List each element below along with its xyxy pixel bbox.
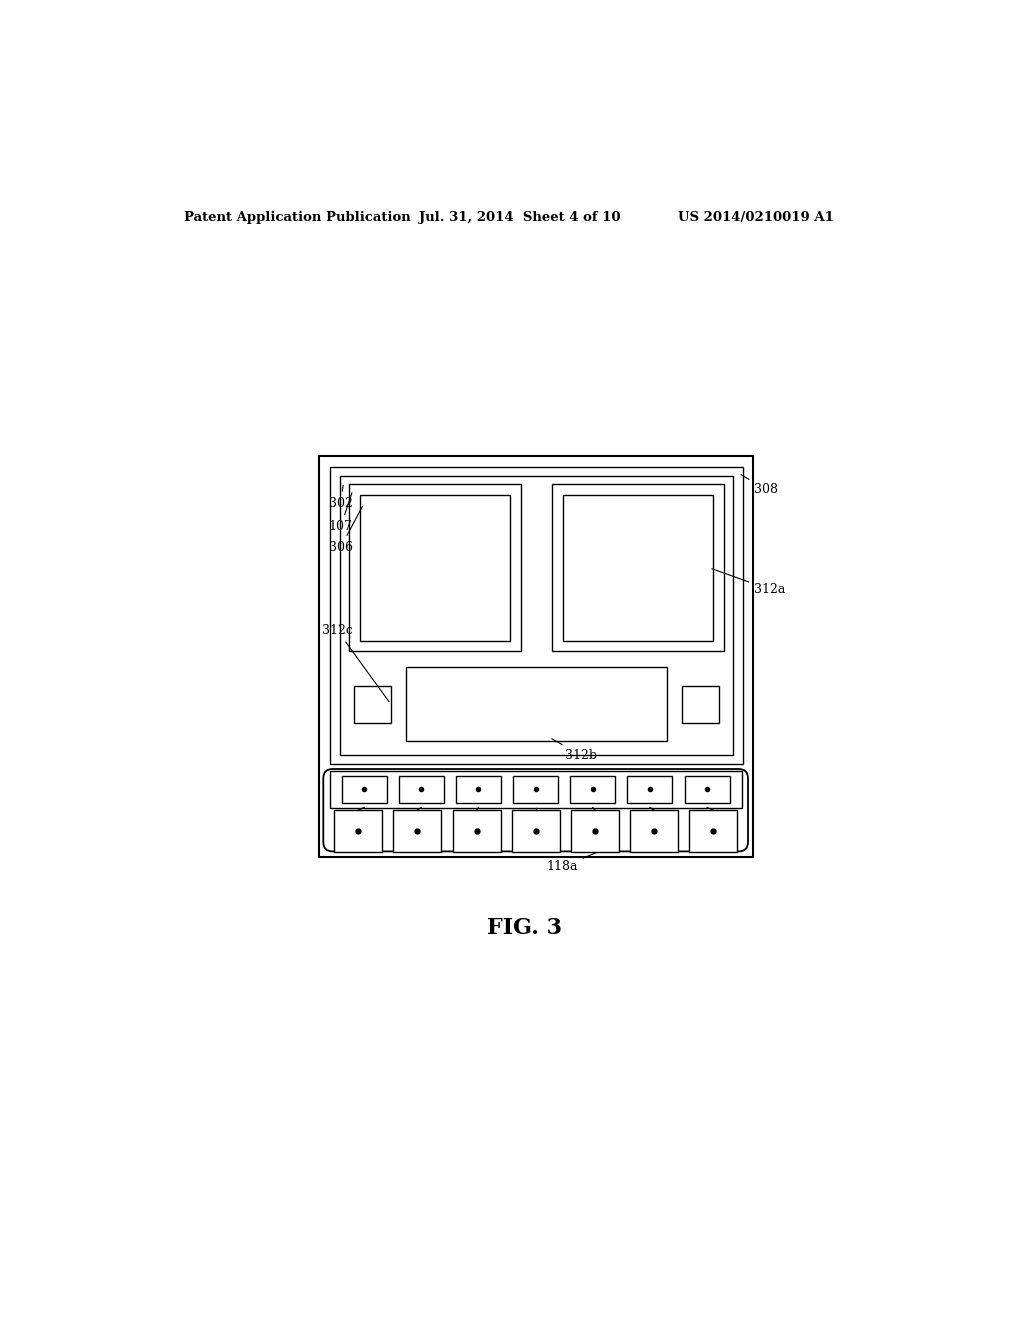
Text: 118a: 118a [546, 853, 597, 874]
Text: 306: 306 [329, 507, 362, 554]
Text: Patent Application Publication: Patent Application Publication [183, 211, 411, 224]
Bar [393, 810, 441, 853]
Bar [513, 776, 558, 803]
Bar [628, 776, 673, 803]
Text: 302: 302 [329, 486, 352, 510]
Bar [331, 467, 742, 764]
Bar [330, 771, 741, 808]
Bar [349, 484, 521, 651]
Bar [453, 810, 501, 853]
Bar [685, 776, 729, 803]
Text: 312c: 312c [322, 624, 389, 702]
Bar [512, 810, 560, 853]
Bar [319, 457, 754, 857]
Text: 312b: 312b [552, 739, 597, 762]
Bar [456, 776, 501, 803]
Bar [570, 810, 618, 853]
Text: US 2014/0210019 A1: US 2014/0210019 A1 [678, 211, 835, 224]
Bar [342, 776, 387, 803]
Text: Jul. 31, 2014  Sheet 4 of 10: Jul. 31, 2014 Sheet 4 of 10 [419, 211, 621, 224]
Bar [563, 495, 713, 640]
Text: FIG. 3: FIG. 3 [487, 917, 562, 939]
Bar [689, 810, 737, 853]
Bar [340, 477, 733, 755]
Bar [353, 685, 391, 722]
Text: 107: 107 [329, 492, 352, 533]
Bar [407, 667, 667, 742]
Bar [552, 484, 724, 651]
Bar [682, 685, 719, 722]
Bar [630, 810, 678, 853]
Text: 312a: 312a [712, 569, 785, 597]
Bar [335, 810, 382, 853]
Text: 308: 308 [741, 475, 778, 496]
FancyBboxPatch shape [324, 770, 748, 851]
Bar [570, 776, 615, 803]
Bar [399, 776, 443, 803]
Bar [359, 495, 510, 640]
